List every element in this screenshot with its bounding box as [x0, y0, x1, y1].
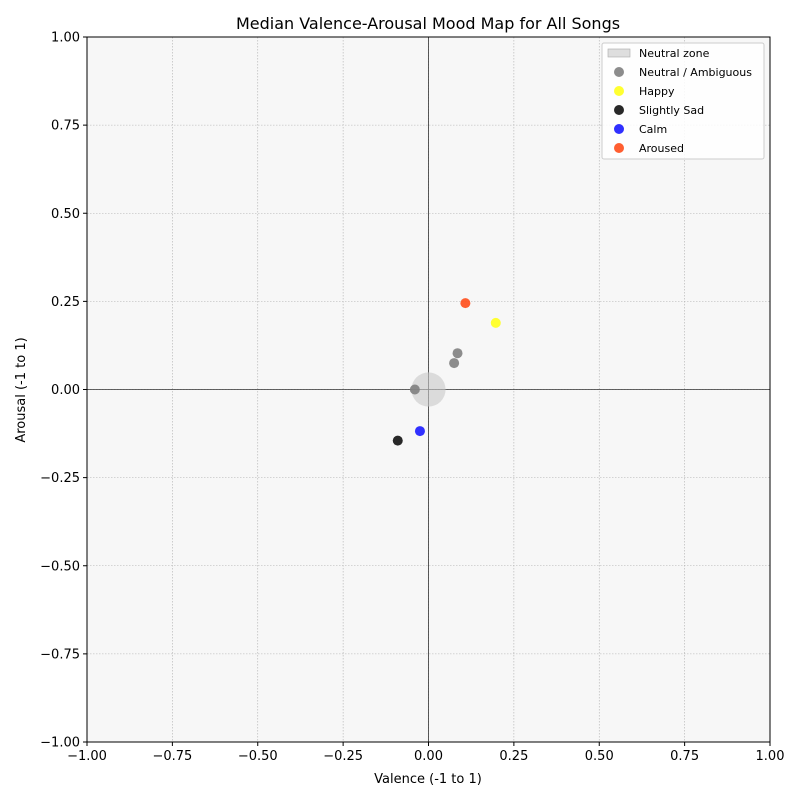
legend-box	[601, 42, 765, 160]
legend-swatch	[614, 105, 624, 115]
neutral-zone	[411, 372, 446, 407]
y-tick-label: −1.00	[40, 736, 80, 751]
y-tick-label: −0.25	[40, 471, 80, 486]
legend-swatch	[614, 67, 624, 77]
data-point-aroused	[460, 298, 471, 309]
y-tick-label: 0.75	[51, 119, 80, 134]
chart-title: Median Valence-Arousal Mood Map for All …	[236, 14, 620, 33]
legend-swatch	[614, 124, 624, 134]
x-tick-label: −1.00	[67, 749, 107, 764]
x-tick-label: −0.50	[238, 749, 278, 764]
y-tick-label: 0.25	[51, 295, 80, 310]
x-axis-ticks: −1.00 −0.75 −0.50 −0.25 0.00 0.25 0.50 0.75 1.00	[67, 742, 784, 764]
data-point-neutral-ambiguous	[449, 358, 460, 369]
data-point-neutral-ambiguous	[409, 384, 420, 395]
legend-label-neutral-zone: Neutral zone	[639, 47, 710, 60]
legend-swatch	[614, 143, 624, 153]
data-point-happy	[490, 317, 501, 328]
x-tick-label: 0.00	[414, 749, 443, 764]
y-axis-title: Arousal (-1 to 1)	[14, 337, 29, 442]
legend-label: Neutral / Ambiguous	[639, 66, 752, 79]
x-axis-title: Valence (-1 to 1)	[374, 772, 482, 787]
x-tick-label: 1.00	[756, 749, 785, 764]
y-tick-label: −0.75	[40, 647, 80, 662]
y-tick-label: 1.00	[51, 31, 80, 46]
data-point-slightly-sad	[392, 435, 403, 446]
y-tick-label: −0.50	[40, 559, 80, 574]
data-points	[392, 298, 501, 446]
legend-swatch	[614, 86, 624, 96]
x-tick-label: −0.75	[152, 749, 192, 764]
data-point-neutral-ambiguous	[452, 348, 463, 359]
x-tick-label: 0.50	[585, 749, 614, 764]
x-tick-label: 0.25	[499, 749, 528, 764]
data-point-calm	[414, 426, 425, 437]
legend: Neutral zone Neutral / Ambiguous Happy Slig…	[601, 42, 765, 160]
x-tick-label: 0.75	[670, 749, 699, 764]
legend-label: Happy	[639, 85, 675, 98]
y-axis-ticks: −1.00 −0.75 −0.50 −0.25 0.00 0.25 0.50 0.75 1.00	[40, 31, 87, 751]
y-tick-label: 0.00	[51, 383, 80, 398]
legend-neutral-zone-swatch	[607, 48, 631, 58]
y-tick-label: 0.50	[51, 207, 80, 222]
legend-label: Slightly Sad	[639, 104, 704, 117]
neutral-zone-layer	[411, 372, 446, 407]
x-tick-label: −0.25	[323, 749, 363, 764]
legend-label: Calm	[639, 123, 667, 136]
legend-label: Aroused	[639, 142, 684, 155]
